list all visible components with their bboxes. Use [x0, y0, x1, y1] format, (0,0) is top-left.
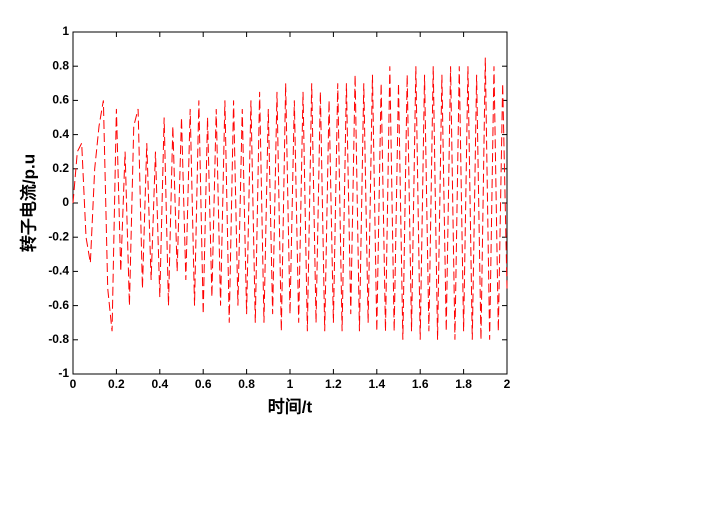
- y-tick-label: -0.6: [48, 298, 69, 312]
- data-line: [72, 57, 508, 340]
- x-tick-label: 0.6: [195, 377, 212, 391]
- y-axis-label: 转子电流/p.u: [18, 154, 38, 252]
- x-tick-label: 0.8: [238, 377, 255, 391]
- y-tick-label: 0: [62, 195, 69, 209]
- y-tick-label: -1: [58, 366, 69, 380]
- y-tick-label: -0.8: [48, 332, 69, 346]
- y-tick-label: 0.6: [52, 93, 69, 107]
- y-tick-label: 0.8: [52, 58, 69, 72]
- x-tick-label: 2: [504, 377, 511, 391]
- x-tick-label: 0.2: [108, 377, 125, 391]
- x-tick-label: 1.8: [455, 377, 472, 391]
- y-tick-label: 0.4: [52, 127, 69, 141]
- x-tick-label: 0: [70, 377, 77, 391]
- y-tick-label: -0.4: [48, 264, 69, 278]
- y-tick-label: 0.2: [52, 161, 69, 175]
- x-tick-label: 1: [287, 377, 294, 391]
- x-axis-label: 时间/t: [268, 396, 313, 416]
- y-tick-label: 1: [62, 24, 69, 38]
- y-tick-label: -0.2: [48, 229, 69, 243]
- x-tick-label: 1.4: [368, 377, 385, 391]
- x-tick-label: 1.2: [325, 377, 342, 391]
- x-tick-label: 1.6: [412, 377, 429, 391]
- x-tick-label: 0.4: [151, 377, 168, 391]
